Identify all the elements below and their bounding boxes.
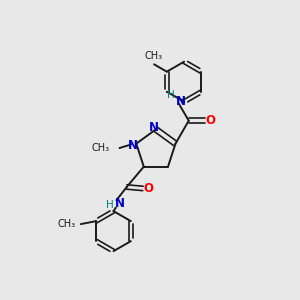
Text: CH₃: CH₃ [92,143,110,153]
Text: O: O [205,114,215,127]
Text: CH₃: CH₃ [145,51,163,61]
Text: CH₃: CH₃ [57,219,76,229]
Text: N: N [148,121,158,134]
Text: N: N [115,197,125,210]
Text: O: O [143,182,153,195]
Text: H: H [106,200,114,210]
Text: N: N [176,95,186,108]
Text: N: N [128,139,138,152]
Text: H: H [167,90,175,100]
